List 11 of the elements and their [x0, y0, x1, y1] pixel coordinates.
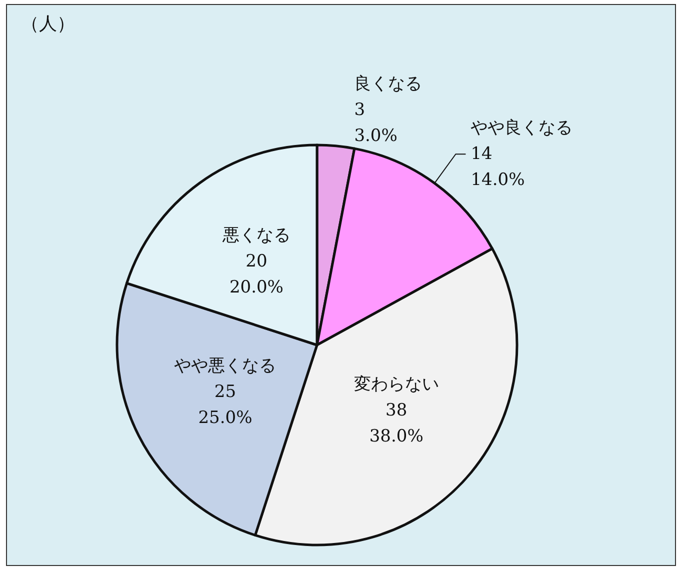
- slice-label: やや悪くなる: [174, 356, 276, 376]
- text: （人）: [21, 14, 75, 34]
- slice-label: 変わらない: [354, 374, 439, 395]
- slice-label: 悪くなる: [221, 226, 290, 246]
- data-label: 3 3.0%: [354, 100, 398, 146]
- data-label: 38 38.0%: [369, 400, 424, 447]
- data-label: 14 14.0%: [470, 144, 525, 190]
- slice-label: 良くなる: [354, 74, 422, 94]
- slice-label: やや良くなる: [470, 118, 573, 138]
- data-label: 25 25.0%: [198, 382, 252, 428]
- data-label: 20 20.0%: [229, 252, 284, 298]
